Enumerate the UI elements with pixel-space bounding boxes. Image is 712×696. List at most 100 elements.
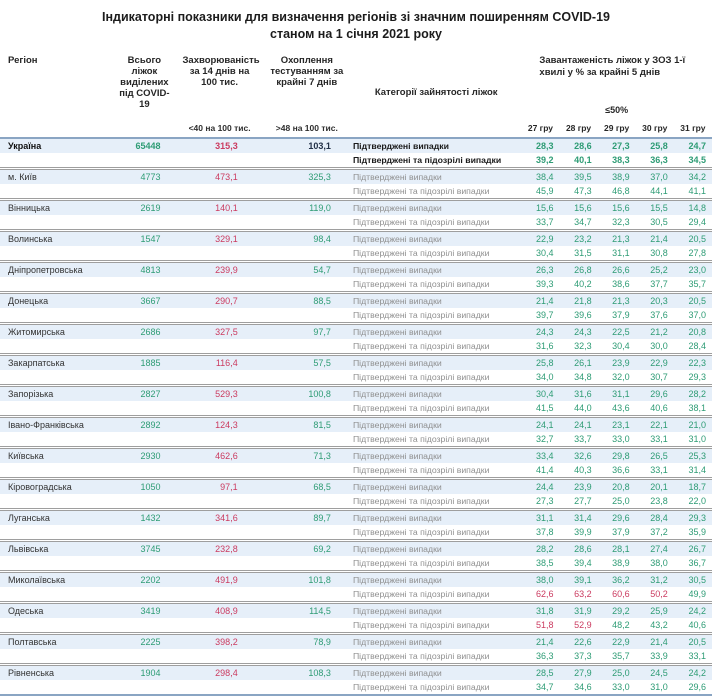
load-value-cell: 60,6 — [612, 589, 630, 599]
region-name-cell: Вінницька — [8, 203, 50, 213]
testing-cell: 108,3 — [308, 668, 331, 678]
load-value-cell: 24,1 — [535, 420, 554, 430]
region-block: Луганська 1432 341,6 89,7 Підтверджені випад… — [0, 509, 712, 541]
load-value-cell: 40,6 — [650, 403, 668, 413]
load-value-cell: 37,2 — [650, 527, 668, 537]
load-value-cell: 35,7 — [612, 651, 630, 661]
table-row-confirmed-suspected: Підтверджені та підозрілі випадки 62,6 63,… — [0, 587, 712, 603]
testing-cell: 78,9 — [313, 637, 331, 647]
region-name-cell: Миколаївська — [8, 575, 66, 585]
region-name-cell: м. Київ — [8, 172, 37, 182]
load-value-cell: 28,5 — [535, 668, 554, 678]
load-value-cell: 39,1 — [574, 575, 592, 585]
beds-cell: 1885 — [140, 358, 161, 368]
beds-cell: 4813 — [140, 265, 161, 275]
load-value-cell: 25,0 — [612, 668, 630, 678]
incidence-empty-cell — [176, 649, 262, 665]
region-block: Запорізька 2827 529,3 100,8 Підтверджені вип… — [0, 385, 712, 417]
load-value-cell: 37,9 — [612, 310, 630, 320]
load-value-cell: 38,0 — [535, 575, 554, 585]
load-value-cell: 43,2 — [650, 620, 668, 630]
beds-cell: 2619 — [140, 203, 161, 213]
incidence-cell: 124,3 — [215, 420, 238, 430]
load-value-cell: 26,3 — [535, 265, 554, 275]
load-value-cell: 41,4 — [535, 465, 554, 475]
table-row-confirmed: м. Київ 4773 473,1 325,3 Підтверджені випадк… — [0, 168, 712, 184]
load-value-cell: 31,1 — [535, 513, 554, 523]
load-value-cell: 22,5 — [612, 327, 630, 337]
load-value-cell: 39,2 — [535, 155, 554, 165]
load-value-cell: 15,5 — [650, 203, 668, 213]
testing-empty-cell — [263, 494, 351, 510]
header-date-3: 30 гру — [642, 123, 668, 133]
load-value-cell: 31,1 — [612, 389, 630, 399]
load-value-cell: 39,9 — [574, 527, 592, 537]
load-value-cell: 34,7 — [535, 682, 554, 692]
load-value-cell: 30,7 — [650, 372, 668, 382]
region-name-cell: Луганська — [8, 513, 50, 523]
testing-cell: 69,2 — [313, 544, 331, 554]
load-value-cell: 32,3 — [612, 217, 630, 227]
load-value-cell: 29,4 — [688, 217, 706, 227]
region-empty-cell — [0, 308, 112, 324]
load-value-cell: 24,5 — [650, 668, 668, 678]
load-value-cell: 40,2 — [574, 279, 592, 289]
load-value-cell: 37,7 — [650, 279, 668, 289]
load-value-cell: 24,3 — [574, 327, 592, 337]
load-value-cell: 28,6 — [574, 544, 592, 554]
load-value-cell: 36,6 — [612, 465, 630, 475]
load-value-cell: 29,2 — [612, 606, 630, 616]
table-row-confirmed-suspected: Підтверджені та підозрілі випадки 41,4 40,… — [0, 463, 712, 479]
load-value-cell: 24,3 — [535, 327, 554, 337]
load-value-cell: 31,4 — [574, 513, 592, 523]
load-value-cell: 38,9 — [612, 558, 630, 568]
load-value-cell: 36,3 — [650, 155, 668, 165]
region-empty-cell — [0, 649, 112, 665]
load-value-cell: 28,2 — [688, 389, 706, 399]
region-block: Кіровоградська 1050 97,1 68,5 Підтверджені в… — [0, 478, 712, 510]
testing-empty-cell — [263, 308, 351, 324]
category-label-cell: Підтверджені та підозрілі випадки — [352, 279, 490, 289]
load-value-cell: 40,6 — [688, 620, 706, 630]
table-row-confirmed: Одеська 3419 408,9 114,5 Підтверджені випадк… — [0, 602, 712, 618]
load-value-cell: 35,9 — [688, 527, 706, 537]
load-value-cell: 24,2 — [688, 606, 706, 616]
category-label-cell: Підтверджені випадки — [352, 637, 442, 647]
load-value-cell: 23,9 — [574, 482, 592, 492]
incidence-cell: 116,4 — [215, 358, 238, 368]
beds-empty-cell — [112, 525, 176, 541]
region-name-cell: Волинська — [8, 234, 53, 244]
header-testing: Охоплення тестуванням за крайні 7 днів — [270, 55, 344, 88]
incidence-empty-cell — [176, 339, 262, 355]
region-empty-cell — [0, 618, 112, 634]
region-name-cell: Івано-Франківська — [8, 420, 84, 430]
region-empty-cell — [0, 525, 112, 541]
load-value-cell: 33,0 — [612, 682, 630, 692]
beds-cell: 2827 — [140, 389, 161, 399]
load-value-cell: 31,4 — [688, 465, 706, 475]
region-empty-cell — [0, 184, 112, 200]
load-value-cell: 37,3 — [574, 651, 592, 661]
region-block: м. Київ 4773 473,1 325,3 Підтверджені випадк… — [0, 168, 712, 200]
category-label-cell: Підтверджені випадки — [352, 482, 442, 492]
load-value-cell: 34,2 — [688, 172, 706, 182]
testing-empty-cell — [263, 153, 351, 169]
table-row-confirmed-suspected: Підтверджені та підозрілі випадки 37,8 39,… — [0, 525, 712, 541]
header-date-0: 27 гру — [527, 123, 554, 133]
region-block: Закарпатська 1885 116,4 57,5 Підтверджені ви… — [0, 354, 712, 386]
region-empty-cell — [0, 277, 112, 293]
load-value-cell: 34,0 — [535, 372, 554, 382]
load-value-cell: 30,4 — [535, 248, 554, 258]
region-name-cell: Житомирська — [8, 327, 65, 337]
beds-cell: 1547 — [140, 234, 161, 244]
load-value-cell: 31,5 — [574, 248, 592, 258]
category-label-cell: Підтверджені випадки — [352, 358, 442, 368]
testing-cell: 68,5 — [313, 482, 331, 492]
load-value-cell: 30,4 — [535, 389, 554, 399]
page-title: Індикаторні показники для визначення рег… — [0, 0, 712, 43]
table-row-confirmed: Львівська 3745 232,8 69,2 Підтверджені випад… — [0, 540, 712, 556]
load-value-cell: 52,9 — [574, 620, 592, 630]
load-value-cell: 34,6 — [574, 682, 592, 692]
load-value-cell: 43,6 — [612, 403, 630, 413]
load-value-cell: 26,7 — [688, 544, 706, 554]
